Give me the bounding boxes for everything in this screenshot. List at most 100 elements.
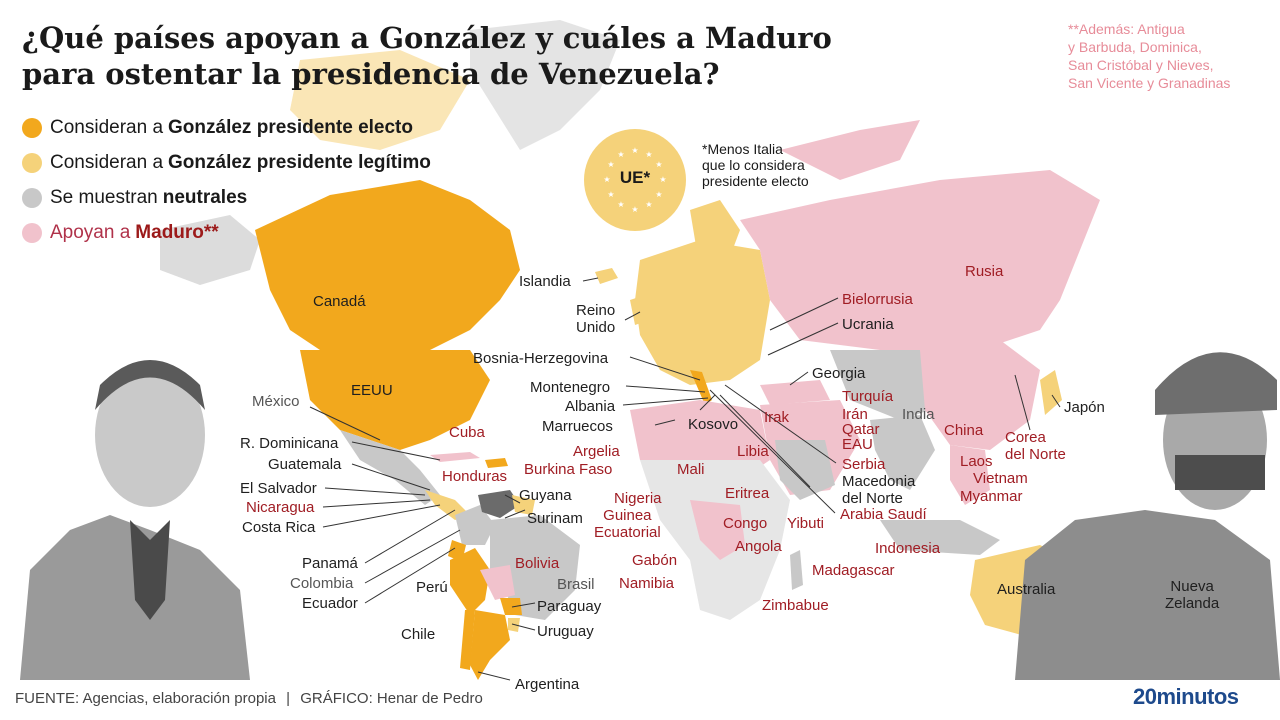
legend-item-maduro: Apoyan a Maduro** [22, 215, 431, 250]
label-albania: Albania [565, 398, 616, 415]
svg-text:★: ★ [617, 150, 624, 159]
legend-dot-maduro [22, 222, 42, 243]
eu-note-line: presidente electo [702, 173, 809, 189]
label-argentina: Argentina [515, 676, 580, 693]
svg-text:★: ★ [607, 190, 614, 199]
iceland-shape [595, 268, 618, 284]
label-ecuador: Ecuador [302, 595, 358, 612]
legend-prefix: Se muestran [50, 186, 158, 208]
label-bielorrusia: Bielorrusia [842, 291, 913, 308]
label-line: Guinea [603, 507, 652, 524]
gonzalez-photo [20, 360, 250, 680]
maduro-photo [1015, 352, 1280, 680]
central-america-shape [425, 490, 470, 520]
legend-dot-electo [22, 117, 42, 138]
india-shape [870, 415, 935, 490]
bolivia-shape [480, 565, 515, 600]
svg-text:★: ★ [655, 190, 662, 199]
label-guatemala: Guatemala [268, 456, 342, 473]
africa-maduro-shape [690, 500, 745, 560]
europe-shape [635, 240, 770, 385]
label-libia: Libia [737, 443, 769, 460]
label-reino-unido: Reino Unido [576, 302, 615, 336]
alaska-shape [160, 215, 260, 285]
label-yibuti: Yibuti [787, 515, 824, 532]
madagascar-shape [790, 550, 803, 590]
label-nueva-zelanda: Nueva Zelanda [1165, 578, 1219, 612]
legend: Consideran a González presidente electo … [22, 110, 431, 250]
label-turquia: Turquía [842, 388, 894, 405]
label-brasil: Brasil [557, 576, 595, 593]
label-panama: Panamá [302, 555, 358, 572]
legend-bold: González presidente legítimo [168, 151, 431, 173]
label-line: del Norte [842, 490, 903, 507]
russia-shape [740, 170, 1100, 350]
label-marruecos: Marruecos [542, 418, 613, 435]
legend-bold: González presidente electo [168, 116, 413, 138]
svg-text:★: ★ [645, 200, 652, 209]
brand-logo[interactable]: 20minutos [1133, 684, 1239, 709]
label-irak: Irak [764, 409, 790, 426]
arabia-shape [775, 440, 835, 500]
japan-shape [1040, 370, 1062, 415]
label-honduras: Honduras [442, 468, 508, 485]
arctic-canada-shape [290, 50, 470, 150]
legend-bold: Maduro** [135, 221, 219, 243]
caribbean-note: **Además: Antigua y Barbuda, Dominica, S… [1068, 20, 1273, 92]
label-colombia: Colombia [290, 575, 354, 592]
label-zimbabue: Zimbabue [762, 597, 829, 614]
label-mexico: México [252, 393, 300, 410]
se-asia-shape [950, 445, 990, 505]
label-congo: Congo [723, 515, 768, 532]
colombia-shape [455, 505, 495, 545]
note-line: San Vicente y Granadinas [1068, 75, 1231, 91]
svg-text:★: ★ [659, 175, 666, 184]
label-china: China [944, 422, 984, 439]
svg-text:★: ★ [603, 175, 610, 184]
label-madagascar: Madagascar [812, 562, 895, 579]
legend-bold: neutrales [162, 186, 248, 208]
svg-text:★: ★ [631, 205, 638, 214]
label-argelia: Argelia [573, 443, 620, 460]
graphic-credit: GRÁFICO: Henar de Pedro [300, 690, 483, 707]
peru-shape [450, 548, 490, 615]
label-canada: Canadá [313, 293, 366, 310]
label-gabon: Gabón [632, 552, 678, 569]
leader-lines [309, 277, 1181, 681]
indonesia-shape [880, 520, 1000, 555]
svg-text:★: ★ [617, 200, 624, 209]
eu-label: UE* [619, 168, 651, 187]
legend-dot-neutral [22, 187, 42, 208]
label-angola: Angola [735, 538, 782, 555]
label-rusia: Rusia [965, 263, 1004, 280]
label-costarica: Costa Rica [242, 519, 316, 536]
legend-prefix: Consideran a [50, 116, 164, 138]
legend-item-electo: Consideran a González presidente electo [22, 110, 431, 145]
eu-badge: ★ ★ ★ ★ ★ ★ ★ ★ ★ ★ ★ ★ UE* [584, 129, 686, 231]
label-guinea-ecuatorial: Guinea Ecuatorial [594, 507, 661, 541]
eu-stars-icon: ★ ★ ★ ★ ★ ★ ★ ★ ★ ★ ★ ★ [603, 146, 666, 214]
label-vietnam: Vietnam [973, 470, 1028, 487]
label-eau: EAU [842, 436, 873, 453]
page-title: ¿Qué países apoyan a González y cuáles a… [22, 20, 832, 92]
label-uruguay: Uruguay [537, 623, 594, 640]
note-line: y Barbuda, Dominica, [1068, 39, 1202, 55]
hispaniola-shape [485, 458, 508, 468]
title-line-2: para ostentar la presidencia de Venezuel… [22, 57, 720, 91]
eu-note: *Menos Italia que lo considera president… [702, 141, 809, 189]
label-guyana: Guyana [519, 487, 572, 504]
label-mali: Mali [677, 461, 705, 478]
label-india: India [902, 406, 935, 423]
legend-prefix: Consideran a [50, 151, 164, 173]
svg-text:★: ★ [631, 146, 638, 155]
label-burkina: Burkina Faso [524, 461, 613, 478]
label-montenegro: Montenegro [530, 379, 611, 396]
label-line: Unido [576, 319, 616, 336]
arctic-russia-shape [780, 120, 920, 180]
title-line-1: ¿Qué países apoyan a González y cuáles a… [22, 21, 832, 55]
label-myanmar: Myanmar [960, 488, 1023, 505]
label-line: Reino [576, 302, 616, 319]
label-line: Nueva [1170, 578, 1214, 595]
label-eritrea: Eritrea [725, 485, 770, 502]
